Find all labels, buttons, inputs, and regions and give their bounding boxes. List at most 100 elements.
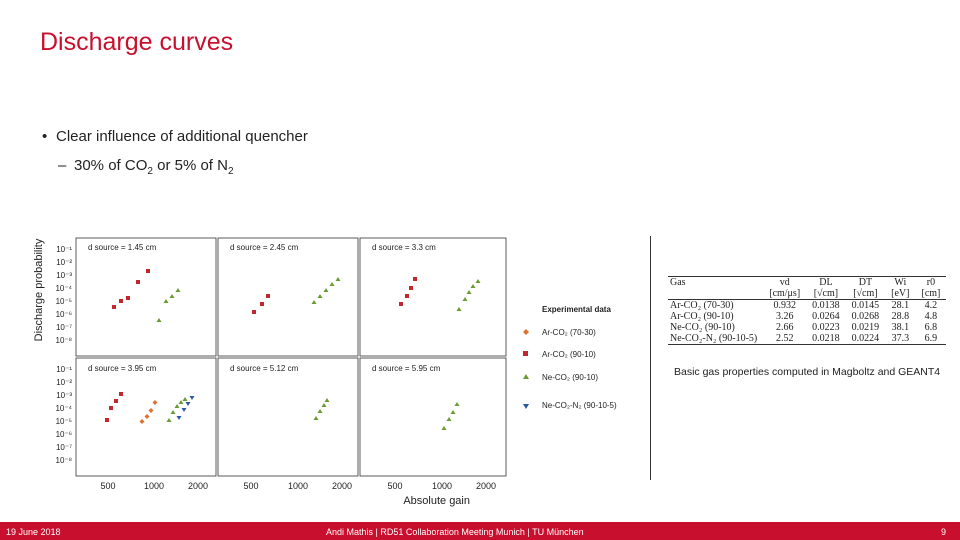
table-cell: 0.0138 [812, 300, 840, 311]
legend-ne: Ne-CO₂ (90-10) [542, 373, 598, 382]
table-cell: 0.932 [773, 300, 796, 311]
table-cell: 0.0268 [851, 311, 880, 322]
table-cell: 6.9 [915, 333, 947, 345]
marker-p1-ne-1 [156, 318, 162, 322]
panel-1-frame [75, 237, 217, 357]
footer-center: Andi Mathis | RD51 Collaboration Meeting… [326, 527, 584, 537]
xtick-p5-500: 500 [243, 481, 258, 491]
table-header-cell: Gas [668, 276, 764, 288]
table-unit-cell [668, 288, 764, 300]
bullet-2: –30% of CO2 or 5% of N2 [58, 157, 234, 177]
figure-xlabel: Absolute gain [403, 495, 470, 507]
marker-p1-ar9010-2 [119, 299, 123, 303]
legend-title: Experimental data [542, 305, 611, 314]
bullet-1: • Clear influence of additional quencher [42, 128, 308, 145]
ytick-bottom-2: 10⁻² [56, 378, 72, 387]
marker-p4-nen2-2 [181, 408, 187, 412]
ytick-top-6: 10⁻⁶ [56, 310, 72, 319]
table-cell: 0.0145 [851, 300, 880, 311]
ytick-top-5: 10⁻⁵ [56, 297, 72, 306]
marker-p3-ne-5 [475, 279, 481, 283]
marker-p3-ar9010-2 [405, 294, 409, 298]
table-row: Ar-CO₂ (70-30) 0.932 0.0138 0.0145 28.1 … [668, 300, 946, 312]
marker-p2-ne-3 [323, 288, 329, 292]
marker-p4-ne-1 [166, 418, 172, 422]
legend-marker-nen2 [523, 404, 529, 409]
footer-date: 19 June 2018 [6, 527, 61, 537]
footer-bar: 19 June 2018 Andi Mathis | RD51 Collabor… [0, 522, 960, 540]
table-cell: 2.52 [763, 333, 807, 345]
table-divider [650, 236, 651, 480]
marker-p4-ar7030-1 [139, 419, 145, 424]
marker-p4-ar9010-1 [105, 418, 109, 422]
table-header-cell: DT [845, 276, 886, 288]
panel-3-label: d source = 3.3 cm [372, 243, 436, 252]
marker-p2-ne-5 [335, 277, 341, 281]
marker-p4-nen2-4 [189, 396, 195, 400]
xtick-p6-2000: 2000 [476, 481, 496, 491]
marker-p2-ar9010-2 [260, 302, 264, 306]
xtick-p4-1000: 1000 [144, 481, 164, 491]
slide-title: Discharge curves [40, 28, 234, 56]
page-number: 9 [940, 527, 946, 537]
table-unit-cell: [√cm] [845, 288, 886, 300]
panel-4-frame [75, 357, 217, 477]
discharge-figure: Discharge probability Absolute gain 10⁻¹… [33, 237, 617, 507]
table-unit-cell: [√cm] [806, 288, 846, 300]
marker-p4-ar9010-3 [114, 399, 118, 403]
ytick-top-8: 10⁻⁸ [56, 336, 73, 345]
legend-marker-ar9010 [523, 351, 528, 356]
table-cell: Ar-CO₂ (90-10) [670, 311, 734, 322]
marker-p4-ar7030-4 [152, 400, 158, 405]
legend-nen2: Ne-CO₂-N₂ (90-10-5) [542, 401, 617, 410]
table-cell: 37.3 [885, 333, 916, 345]
table-cell: 2.66 [775, 322, 794, 333]
table-unit-cell: [eV] [885, 288, 916, 300]
table-header-cell: DL [806, 276, 846, 288]
marker-p3-ne-2 [462, 297, 468, 301]
marker-p5-ne-3 [321, 403, 327, 407]
ytick-bottom-4: 10⁻⁴ [55, 404, 72, 413]
panel-1-label: d source = 1.45 cm [88, 243, 157, 252]
panel-4-label: d source = 3.95 cm [88, 364, 157, 373]
table-row: Ne-CO₂ (90-10) 2.66 0.0223 0.0219 38.1 6… [668, 322, 946, 333]
marker-p1-ar9010-1 [112, 305, 116, 309]
panel-6-label: d source = 5.95 cm [372, 364, 441, 373]
marker-p1-ar9010-5 [146, 269, 150, 273]
table-header-cell: r0 [915, 276, 947, 288]
table-cell: 38.1 [891, 322, 910, 333]
legend-ar9010: Ar-CO₂ (90-10) [542, 350, 596, 359]
marker-p4-ar7030-2 [144, 414, 150, 419]
marker-p4-ne-2 [170, 410, 176, 414]
marker-p2-ar9010-1 [252, 310, 256, 314]
marker-p1-ar9010-4 [136, 280, 140, 284]
marker-p1-ne-2 [163, 299, 169, 303]
marker-p3-ar9010-4 [413, 277, 417, 281]
table-cell: 28.8 [891, 311, 910, 322]
gas-properties-table: Gas vd DL DT Wi r0 [cm/μs] [√cm] [√cm] [… [668, 276, 947, 345]
marker-p3-ar9010-1 [399, 302, 403, 306]
table-unit-row: [cm/μs] [√cm] [√cm] [eV] [cm] [668, 288, 947, 300]
table-cell: Ne-CO₂ (90-10) [670, 322, 735, 333]
marker-p2-ne-1 [311, 300, 317, 304]
marker-p2-ne-2 [317, 294, 323, 298]
ytick-bottom-7: 10⁻⁷ [56, 443, 72, 452]
ytick-bottom-8: 10⁻⁸ [56, 456, 73, 465]
xtick-p4-500: 500 [100, 481, 115, 491]
ytick-bottom-3: 10⁻³ [56, 391, 72, 400]
table-unit-cell: [cm/μs] [763, 288, 807, 300]
marker-p6-ne-1 [441, 426, 447, 430]
marker-p1-ne-3 [169, 294, 175, 298]
gas-table-area [650, 236, 960, 480]
marker-p4-ar9010-2 [109, 406, 113, 410]
table-cell: 0.0264 [812, 311, 840, 322]
table-unit-cell: [cm] [915, 288, 947, 300]
table-cell: Ne-CO₂-N₂ (90-10-5) [668, 333, 764, 345]
marker-p6-ne-2 [446, 417, 452, 421]
xtick-p6-500: 500 [387, 481, 402, 491]
panel-2-frame [217, 237, 359, 357]
table-cell: 28.1 [891, 300, 910, 311]
figure-ylabel: Discharge probability [33, 238, 45, 341]
ytick-bottom-1: 10⁻¹ [56, 365, 72, 374]
panel-5-frame [217, 357, 359, 477]
